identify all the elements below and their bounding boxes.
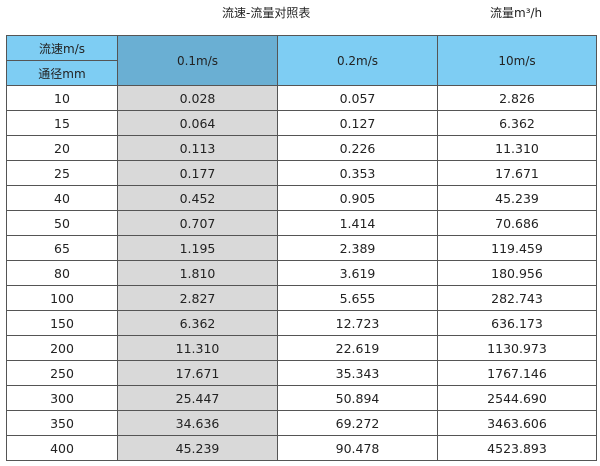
column-header: 10m/s	[437, 35, 597, 86]
flow-cell: 2.389	[277, 235, 438, 261]
diameter-cell: 80	[6, 260, 118, 286]
flow-cell: 180.956	[437, 260, 597, 286]
table-row: 250 17.671 35.343 1767.146	[6, 360, 597, 386]
flow-cell: 636.173	[437, 310, 597, 336]
flow-cell: 119.459	[437, 235, 597, 261]
flow-cell: 5.655	[277, 285, 438, 311]
flow-cell: 11.310	[117, 335, 278, 361]
flow-cell: 1.810	[117, 260, 278, 286]
flow-cell: 35.343	[277, 360, 438, 386]
table-row: 65 1.195 2.389 119.459	[6, 235, 597, 261]
flow-cell: 1767.146	[437, 360, 597, 386]
flow-cell: 1130.973	[437, 335, 597, 361]
flow-cell: 0.057	[277, 85, 438, 111]
flow-cell: 282.743	[437, 285, 597, 311]
flow-cell: 1.195	[117, 235, 278, 261]
table-row: 50 0.707 1.414 70.686	[6, 210, 597, 236]
diameter-cell: 300	[6, 385, 118, 411]
flow-cell: 50.894	[277, 385, 438, 411]
flow-cell: 0.127	[277, 110, 438, 136]
table-row: 25 0.177 0.353 17.671	[6, 160, 597, 186]
diameter-cell: 50	[6, 210, 118, 236]
flow-cell: 25.447	[117, 385, 278, 411]
table-row: 10 0.028 0.057 2.826	[6, 85, 597, 111]
flow-cell: 6.362	[437, 110, 597, 136]
diameter-cell: 250	[6, 360, 118, 386]
diameter-cell: 20	[6, 135, 118, 161]
diameter-cell: 100	[6, 285, 118, 311]
diameter-cell: 40	[6, 185, 118, 211]
flow-cell: 0.113	[117, 135, 278, 161]
flow-cell: 11.310	[437, 135, 597, 161]
flow-cell: 34.636	[117, 410, 278, 436]
table-row: 80 1.810 3.619 180.956	[6, 260, 597, 286]
flow-cell: 0.353	[277, 160, 438, 186]
table-row: 100 2.827 5.655 282.743	[6, 285, 597, 311]
diameter-cell: 150	[6, 310, 118, 336]
flow-cell: 0.028	[117, 85, 278, 111]
diameter-cell: 15	[6, 110, 118, 136]
flow-cell: 6.362	[117, 310, 278, 336]
flow-cell: 0.064	[117, 110, 278, 136]
column-header: 0.1m/s	[117, 35, 278, 86]
flow-cell: 0.707	[117, 210, 278, 236]
flow-cell: 3.619	[277, 260, 438, 286]
flow-cell: 45.239	[117, 435, 278, 461]
flow-cell: 17.671	[117, 360, 278, 386]
flow-table: 流速m/s 0.1m/s 0.2m/s 10m/s 通径mm 10 0.028 0.…	[6, 35, 597, 461]
flow-cell: 45.239	[437, 185, 597, 211]
flow-cell: 4523.893	[437, 435, 597, 461]
flow-cell: 22.619	[277, 335, 438, 361]
table-row: 400 45.239 90.478 4523.893	[6, 435, 597, 461]
diameter-cell: 25	[6, 160, 118, 186]
table-row: 40 0.452 0.905 45.239	[6, 185, 597, 211]
unit-label: 流量m³/h	[490, 6, 543, 20]
flow-cell: 0.177	[117, 160, 278, 186]
diameter-cell: 350	[6, 410, 118, 436]
column-header: 0.2m/s	[277, 35, 438, 86]
table-row: 15 0.064 0.127 6.362	[6, 110, 597, 136]
flow-cell: 17.671	[437, 160, 597, 186]
flow-cell: 0.905	[277, 185, 438, 211]
diameter-cell: 65	[6, 235, 118, 261]
table-row: 300 25.447 50.894 2544.690	[6, 385, 597, 411]
table-row: 150 6.362 12.723 636.173	[6, 310, 597, 336]
flow-cell: 12.723	[277, 310, 438, 336]
flow-cell: 2.826	[437, 85, 597, 111]
flow-cell: 0.226	[277, 135, 438, 161]
velocity-header: 流速m/s	[6, 35, 118, 61]
table-row: 20 0.113 0.226 11.310	[6, 135, 597, 161]
flow-cell: 2544.690	[437, 385, 597, 411]
flow-cell: 1.414	[277, 210, 438, 236]
flow-cell: 90.478	[277, 435, 438, 461]
table-title: 流速-流量对照表	[222, 6, 311, 20]
flow-cell: 3463.606	[437, 410, 597, 436]
table-row: 200 11.310 22.619 1130.973	[6, 335, 597, 361]
diameter-cell: 400	[6, 435, 118, 461]
diameter-header: 通径mm	[6, 60, 118, 86]
diameter-cell: 10	[6, 85, 118, 111]
flow-cell: 70.686	[437, 210, 597, 236]
diameter-cell: 200	[6, 335, 118, 361]
flow-cell: 2.827	[117, 285, 278, 311]
flow-cell: 0.452	[117, 185, 278, 211]
flow-cell: 69.272	[277, 410, 438, 436]
table-row: 350 34.636 69.272 3463.606	[6, 410, 597, 436]
